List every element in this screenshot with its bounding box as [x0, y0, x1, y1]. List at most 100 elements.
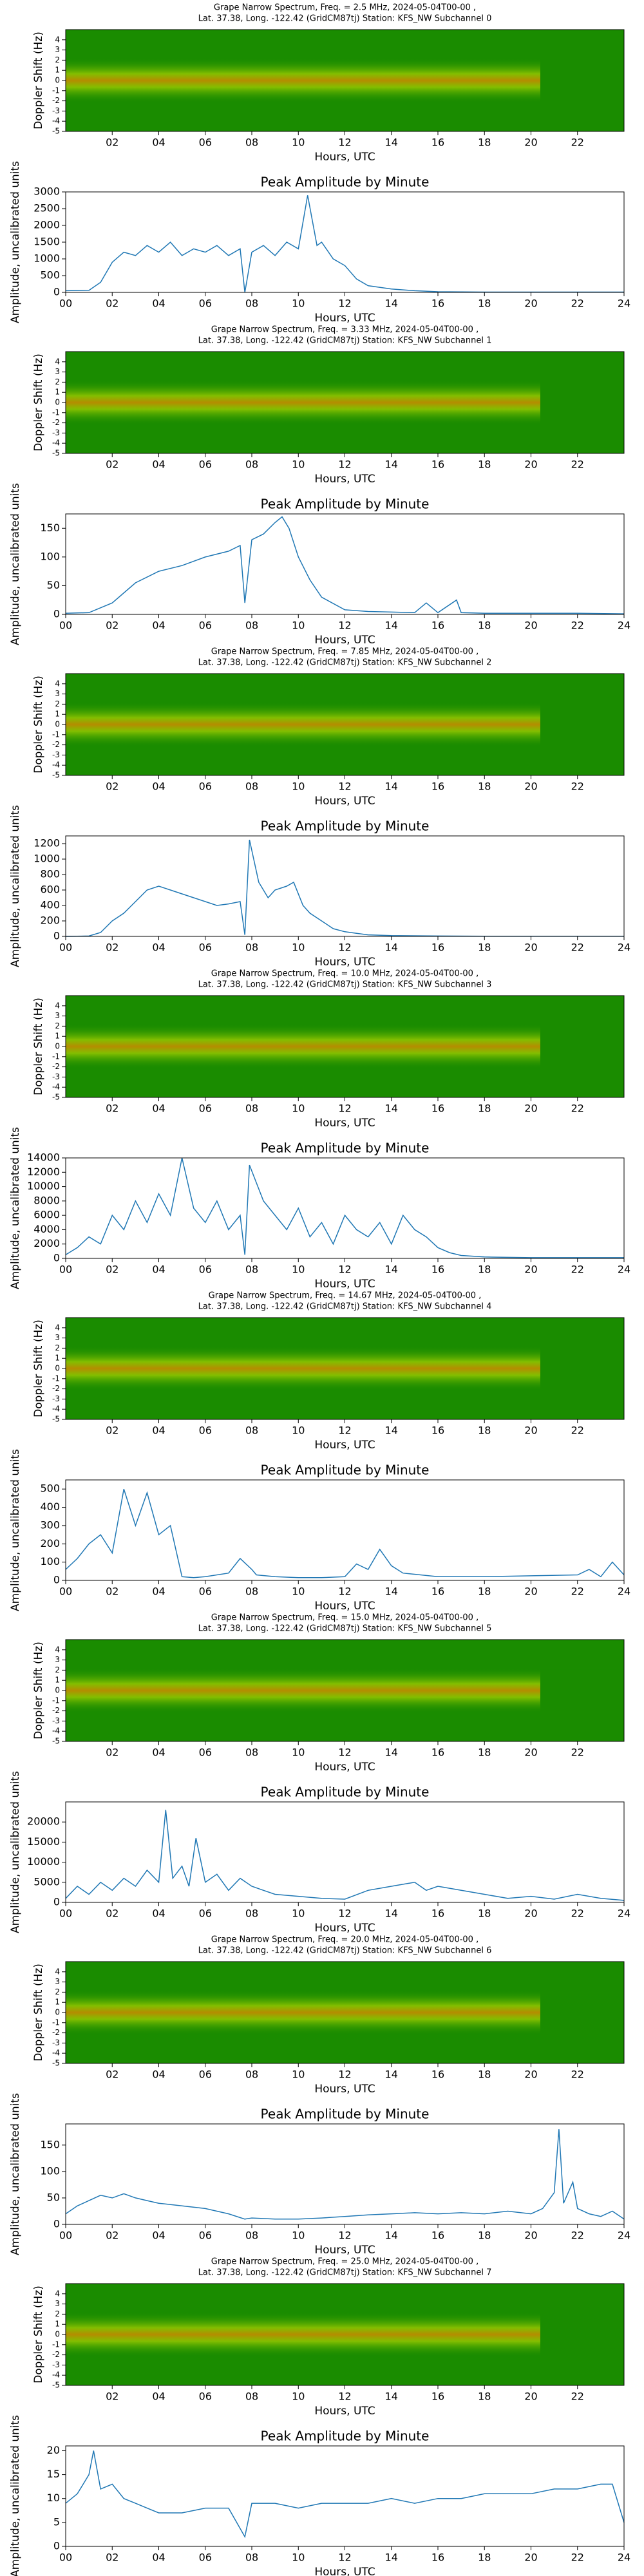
- x-tick-label: 02: [106, 137, 118, 149]
- y-tick-label: -1: [52, 2018, 60, 2027]
- y-tick-label: 0: [53, 2540, 60, 2552]
- x-tick-label: 12: [338, 2552, 351, 2564]
- y-tick-label: -5: [52, 771, 60, 780]
- x-tick-label: 10: [292, 1908, 305, 1920]
- chart-title: Peak Amplitude by Minute: [261, 1785, 430, 1800]
- x-tick-label: 14: [385, 1103, 398, 1115]
- x-tick-label: 22: [571, 620, 584, 632]
- chart-title: Peak Amplitude by Minute: [261, 497, 430, 512]
- plot-area: [66, 836, 624, 936]
- chart-title: Grape Narrow Spectrum, Freq. = 7.85 MHz,…: [211, 647, 478, 657]
- x-tick-label: 04: [152, 1586, 165, 1598]
- chart-title: Peak Amplitude by Minute: [261, 819, 430, 834]
- chart-title: Peak Amplitude by Minute: [261, 1141, 430, 1156]
- y-tick-label: 3: [55, 689, 60, 698]
- y-tick-label: 0: [55, 1686, 60, 1695]
- x-tick-label: 12: [338, 620, 351, 632]
- x-tick-label: 18: [478, 2230, 491, 2242]
- x-tick-label: 04: [152, 137, 165, 149]
- y-tick-label: 10000: [27, 1855, 60, 1868]
- y-tick-label: 4: [55, 1645, 60, 1654]
- amplitude-line: [65, 1810, 625, 1901]
- x-tick-label: 08: [245, 1747, 258, 1759]
- y-axis-label: Amplitude, uncalibrated units: [9, 1127, 22, 1289]
- y-tick-label: 0: [55, 2008, 60, 2017]
- amplitude-line: [65, 1488, 625, 1578]
- x-tick-label: 22: [571, 2230, 584, 2242]
- x-tick-label: 16: [431, 1908, 444, 1920]
- x-tick-label: 12: [338, 1264, 351, 1276]
- y-tick-label: 0: [53, 286, 60, 298]
- y-tick-label: -2: [52, 1062, 60, 1071]
- y-tick-label: 300: [40, 1519, 60, 1531]
- x-tick-label: 20: [524, 942, 537, 954]
- y-tick-label: 1: [55, 2320, 60, 2329]
- x-tick-label: 22: [571, 1908, 584, 1920]
- y-axis-label: Doppler Shift (Hz): [32, 676, 45, 773]
- x-tick-label: 02: [106, 1747, 118, 1759]
- y-tick-label: 1: [55, 1676, 60, 1685]
- plot-frame: [65, 1479, 625, 1581]
- x-tick-label: 14: [385, 2230, 398, 2242]
- y-tick-label: 3: [55, 2299, 60, 2308]
- x-tick-label: 18: [478, 298, 491, 310]
- x-tick-label: 02: [106, 781, 118, 793]
- x-tick-label: 20: [524, 2230, 537, 2242]
- x-tick-label: 16: [431, 942, 444, 954]
- x-tick-label: 16: [431, 2230, 444, 2242]
- x-tick-label: 12: [338, 1425, 351, 1437]
- x-tick-label: 00: [59, 2552, 72, 2564]
- x-tick-label: 24: [618, 1586, 630, 1598]
- x-tick-label: 18: [478, 1747, 491, 1759]
- spectrogram-band: [66, 58, 540, 103]
- x-tick-label: 10: [292, 942, 305, 954]
- x-tick-label: 02: [106, 298, 118, 310]
- x-tick-label: 14: [385, 1908, 398, 1920]
- spectrogram-band: [66, 380, 540, 425]
- plot-frame: [65, 2445, 625, 2547]
- x-tick-label: 18: [478, 459, 491, 471]
- y-tick-label: 6000: [33, 1209, 60, 1221]
- x-tick-label: 06: [199, 2069, 212, 2081]
- x-tick-label: 14: [385, 2552, 398, 2564]
- y-tick-label: -4: [52, 2371, 60, 2380]
- chart-title: Grape Narrow Spectrum, Freq. = 14.67 MHz…: [209, 1291, 482, 1301]
- x-axis-label: Hours, UTC: [314, 2244, 375, 2257]
- y-axis-label: Doppler Shift (Hz): [32, 1320, 45, 1417]
- x-tick-label: 10: [292, 1425, 305, 1437]
- x-tick-label: 18: [478, 2391, 491, 2403]
- y-tick-label: 8000: [33, 1194, 60, 1206]
- y-axis-label: Amplitude, uncalibrated units: [9, 1771, 22, 1933]
- y-tick-label: 20000: [27, 1815, 60, 1828]
- plot-frame: [65, 191, 625, 293]
- x-tick-label: 16: [431, 1586, 444, 1598]
- x-tick-label: 04: [152, 2552, 165, 2564]
- x-tick-label: 16: [431, 1103, 444, 1115]
- y-tick-label: 50: [47, 579, 60, 591]
- y-tick-label: -1: [52, 1052, 60, 1061]
- x-tick-label: 08: [245, 1425, 258, 1437]
- x-tick-label: 08: [245, 459, 258, 471]
- y-tick-label: 1000: [33, 853, 60, 865]
- y-axis-label: Doppler Shift (Hz): [32, 1642, 45, 1739]
- x-tick-label: 10: [292, 781, 305, 793]
- chart-subtitle: Lat. 37.38, Long. -122.42 (GridCM87tj) S…: [198, 1946, 492, 1956]
- x-tick-label: 14: [385, 2391, 398, 2403]
- x-tick-label: 22: [571, 781, 584, 793]
- y-tick-label: -5: [52, 449, 60, 458]
- x-tick-label: 14: [385, 781, 398, 793]
- y-tick-label: -2: [52, 740, 60, 749]
- x-tick-label: 20: [524, 2069, 537, 2081]
- x-tick-label: 16: [431, 781, 444, 793]
- y-tick-label: 4: [55, 35, 60, 44]
- y-tick-label: 100: [40, 1555, 60, 1567]
- x-tick-label: 12: [338, 2069, 351, 2081]
- x-tick-label: 22: [571, 1264, 584, 1276]
- x-tick-label: 14: [385, 2069, 398, 2081]
- x-tick-label: 08: [245, 1103, 258, 1115]
- chart-subtitle: Lat. 37.38, Long. -122.42 (GridCM87tj) S…: [198, 2268, 492, 2278]
- y-tick-label: 0: [53, 1574, 60, 1586]
- chart-title: Grape Narrow Spectrum, Freq. = 20.0 MHz,…: [211, 1935, 478, 1945]
